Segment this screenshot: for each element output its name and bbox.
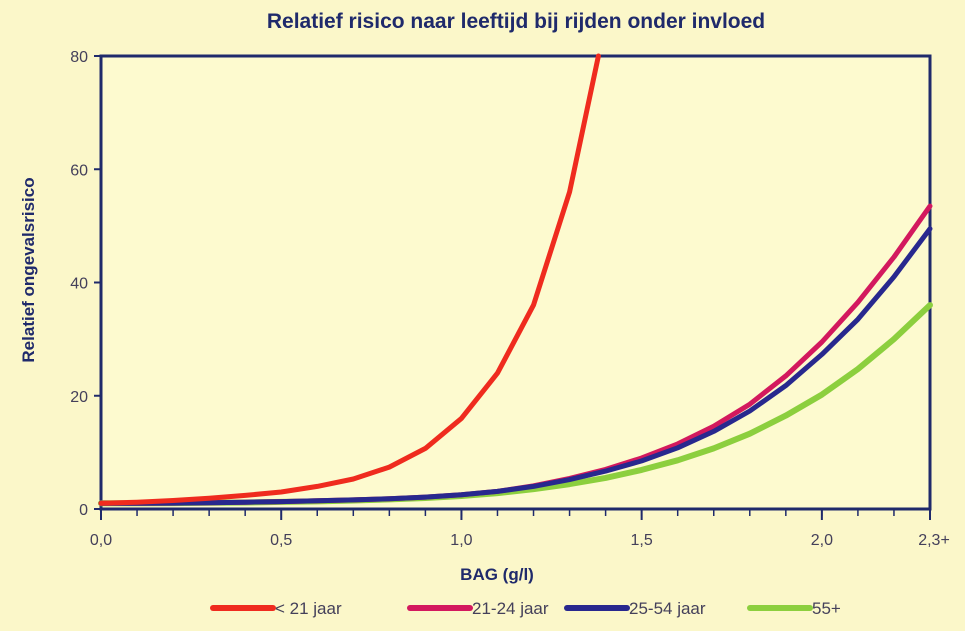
series-line-2 xyxy=(98,226,933,506)
legend-label-3: 55+ xyxy=(812,599,841,618)
x-tick-label-2: 1,0 xyxy=(450,532,472,549)
series-lines xyxy=(98,53,933,507)
x-tick-label-0: 0,0 xyxy=(90,532,112,549)
y-axis-label: Relatief ongevalsrisico xyxy=(19,177,38,362)
legend: < 21 jaar 21-24 jaar 25-54 jaar 55+ xyxy=(210,599,841,618)
y-tick-label-0: 0 xyxy=(79,502,88,519)
x-tick-label-5: 2,3+ xyxy=(918,532,950,549)
x-axis-ticks: 0,0 0,5 1,0 1,5 2,0 2,3+ xyxy=(90,509,950,549)
y-tick-label-4: 80 xyxy=(70,49,88,66)
y-tick-label-2: 40 xyxy=(70,276,88,293)
x-tick-label-4: 2,0 xyxy=(811,532,833,549)
chart-title: Relatief risico naar leeftijd bij rijden… xyxy=(267,10,765,33)
series-line-0 xyxy=(98,53,601,506)
legend-label-2: 25-54 jaar xyxy=(629,599,706,618)
plot-area xyxy=(99,54,932,511)
y-tick-label-3: 60 xyxy=(70,162,88,179)
legend-label-0: < 21 jaar xyxy=(275,599,342,618)
y-tick-label-1: 20 xyxy=(70,389,88,406)
x-axis-label: BAG (g/l) xyxy=(460,565,534,584)
x-tick-label-3: 1,5 xyxy=(631,532,653,549)
y-axis-ticks: 0 20 40 60 80 xyxy=(70,49,101,519)
x-tick-label-1: 0,5 xyxy=(270,532,292,549)
legend-label-1: 21-24 jaar xyxy=(472,599,549,618)
